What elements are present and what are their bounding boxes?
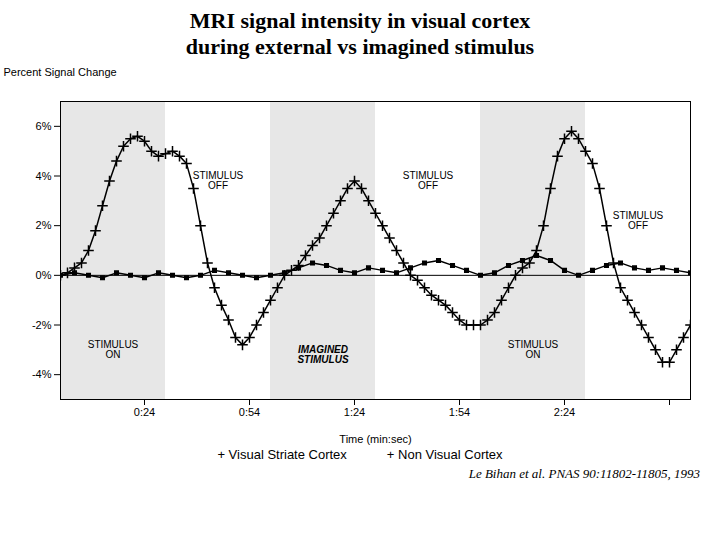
svg-text:STIMULUSOFF: STIMULUSOFF xyxy=(403,170,454,191)
html-text:Le Bihan et al. PNAS 90:11802-: Le Bihan et al. PNAS 90:11802-11805, 199… xyxy=(468,465,700,481)
svg-text:STIMULUSON: STIMULUSON xyxy=(88,339,139,360)
svg-text:2%: 2% xyxy=(36,219,52,231)
svg-text:4%: 4% xyxy=(36,169,52,181)
svg-text:-4%: -4% xyxy=(32,368,52,380)
html-text:+ Visual Striate Cortex: + Visual Striate Cortex xyxy=(217,446,347,462)
svg-text:0:54: 0:54 xyxy=(239,406,260,418)
svg-text:IMAGINEDSTIMULUS: IMAGINEDSTIMULUS xyxy=(297,344,348,365)
svg-text:Percent Signal Change: Percent Signal Change xyxy=(4,66,117,78)
html-text:MRI signal intensity in visual: MRI signal intensity in visual cortex du… xyxy=(185,8,535,60)
svg-text:1:54: 1:54 xyxy=(449,406,470,418)
svg-text:0:24: 0:24 xyxy=(134,406,155,418)
html-text:+ Non Visual Cortex: + Non Visual Cortex xyxy=(386,446,503,462)
svg-text:1:24: 1:24 xyxy=(344,406,365,418)
svg-text:6%: 6% xyxy=(36,120,52,132)
svg-text:STIMULUSON: STIMULUSON xyxy=(508,339,559,360)
svg-text:0%: 0% xyxy=(36,269,52,281)
svg-text:STIMULUSOFF: STIMULUSOFF xyxy=(193,170,244,191)
svg-text:Time (min:sec): Time (min:sec) xyxy=(339,432,411,444)
svg-text:-2%: -2% xyxy=(32,318,52,330)
svg-text:2:24: 2:24 xyxy=(554,406,575,418)
svg-text:STIMULUSOFF: STIMULUSOFF xyxy=(613,210,664,231)
